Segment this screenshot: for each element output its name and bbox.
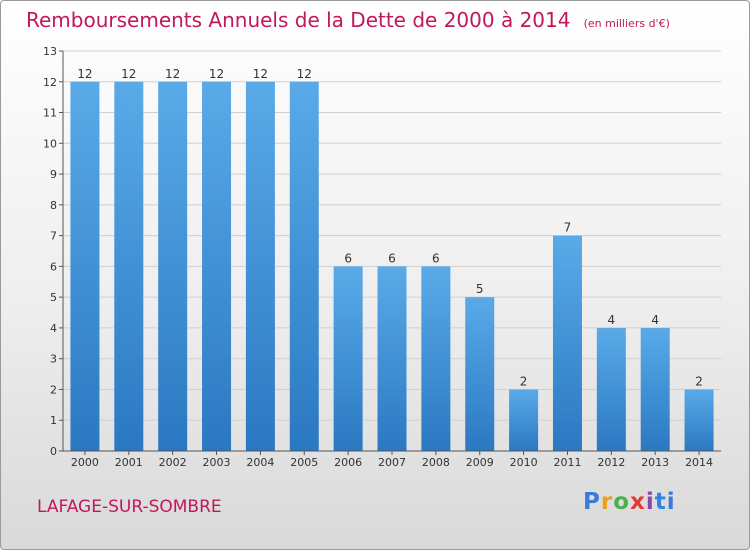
data-label: 6 <box>344 251 352 265</box>
data-label: 2 <box>520 374 528 388</box>
logo-letter: i <box>666 489 676 515</box>
data-label: 12 <box>121 67 136 81</box>
x-tick-label: 2000 <box>71 456 99 469</box>
data-label: 12 <box>297 67 312 81</box>
y-tick-label: 12 <box>43 76 57 89</box>
bar <box>245 81 275 452</box>
bar <box>640 327 670 451</box>
x-tick-label: 2012 <box>597 456 625 469</box>
x-tick-label: 2002 <box>159 456 187 469</box>
data-label: 5 <box>476 282 484 296</box>
x-tick-label: 2001 <box>115 456 143 469</box>
y-tick-label: 3 <box>50 353 57 366</box>
data-label: 6 <box>432 251 440 265</box>
data-label: 6 <box>388 251 396 265</box>
y-tick-label: 10 <box>43 137 57 150</box>
y-tick-label: 6 <box>50 260 57 273</box>
bar <box>202 81 232 452</box>
x-tick-label: 2006 <box>334 456 362 469</box>
bar <box>465 297 495 451</box>
bar <box>421 266 451 451</box>
bar <box>289 81 319 452</box>
y-tick-label: 1 <box>50 414 57 427</box>
x-axis: 2000 2001 2002 2003 2004 2005 2006 2007 2008 2009… <box>63 450 721 469</box>
data-label: 12 <box>209 67 224 81</box>
logo-letter: P <box>583 489 601 515</box>
x-tick-label: 2010 <box>510 456 538 469</box>
y-tick-label: 5 <box>50 291 57 304</box>
logo-letter: i <box>645 489 655 515</box>
data-label: 4 <box>608 313 616 327</box>
bar <box>114 81 144 452</box>
logo-letter: o <box>613 489 631 515</box>
y-tick-label: 11 <box>43 107 57 120</box>
data-label: 4 <box>651 313 659 327</box>
y-tick-label: 0 <box>50 445 57 458</box>
proxiti-logo[interactable]: Proxiti <box>583 489 676 515</box>
chart-title-text: Remboursements Annuels de la Dette de 20… <box>26 8 571 32</box>
y-tick-label: 8 <box>50 199 57 212</box>
bar <box>552 235 582 451</box>
y-tick-label: 2 <box>50 383 57 396</box>
y-tick-label: 13 <box>43 45 57 58</box>
bar <box>509 389 539 451</box>
bar <box>596 327 626 451</box>
x-tick-label: 2011 <box>553 456 581 469</box>
logo-letter: x <box>630 489 646 515</box>
y-tick-label: 9 <box>50 168 57 181</box>
x-tick-label: 2005 <box>290 456 318 469</box>
chart-title: Remboursements Annuels de la Dette de 20… <box>26 8 670 32</box>
city-name: LAFAGE-SUR-SOMBRE <box>37 497 222 517</box>
x-tick-label: 2014 <box>685 456 713 469</box>
y-tick-label: 7 <box>50 230 57 243</box>
bar <box>377 266 407 451</box>
data-label: 12 <box>253 67 268 81</box>
x-tick-label: 2009 <box>466 456 494 469</box>
data-label: 2 <box>695 374 703 388</box>
y-tick-label: 4 <box>50 322 57 335</box>
bar <box>333 266 363 451</box>
x-tick-label: 2008 <box>422 456 450 469</box>
x-tick-label: 2003 <box>203 456 231 469</box>
data-label: 7 <box>564 221 572 235</box>
logo-letter: r <box>600 489 614 515</box>
x-tick-label: 2013 <box>641 456 669 469</box>
bars: 12 12 12 12 12 12 6 6 6 5 2 7 4 4 2 <box>70 67 714 452</box>
bar <box>158 81 188 452</box>
bar <box>70 81 100 452</box>
logo-letter: t <box>654 489 667 515</box>
unit-note: (en milliers d'€) <box>583 17 670 30</box>
x-tick-label: 2007 <box>378 456 406 469</box>
data-label: 12 <box>77 67 92 81</box>
data-label: 12 <box>165 67 180 81</box>
bar <box>684 389 714 451</box>
x-tick-label: 2004 <box>246 456 274 469</box>
